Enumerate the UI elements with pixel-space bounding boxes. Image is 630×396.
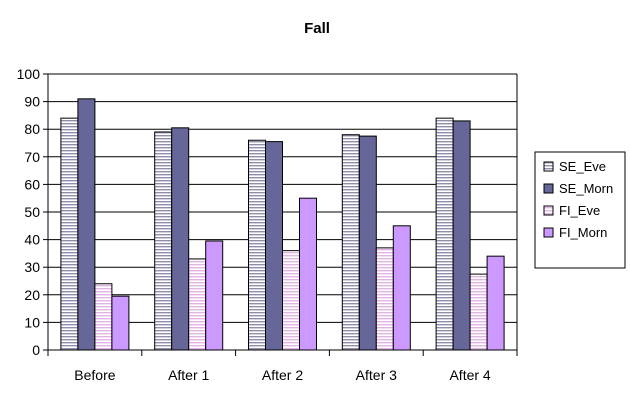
bar-se-morn-after-4 [452,120,471,351]
y-tick-label: 30 [24,259,40,275]
y-tick-label: 20 [24,287,40,303]
y-tick-label: 60 [24,176,40,192]
bar-fi-eve-after-3 [375,247,394,351]
chart-title: Fall [304,20,330,37]
bar-se-morn-after-3 [358,135,377,351]
bar-se-morn-after-1 [171,127,190,351]
legend-swatch-fi-eve [543,205,554,216]
y-tick-label: 70 [24,149,40,165]
x-tick-label-after-2: After 2 [262,367,303,383]
axes [43,73,518,356]
legend: SE_Eve SE_Morn FI_Eve FI_Morn [534,151,626,269]
legend-swatch-se-eve [543,161,554,172]
bars [60,98,505,351]
y-tick-label: 90 [24,94,40,110]
bar-fi-eve-before [94,283,113,351]
y-tick-labels: 0 10 20 30 40 50 60 70 80 90 100 [17,66,41,358]
legend-swatch-fi-morn [543,227,554,238]
bar-se-eve-after-2 [248,139,266,351]
legend-label-fi-eve: FI_Eve [559,203,600,218]
y-tick-label: 50 [24,204,40,220]
legend-label-se-eve: SE_Eve [559,159,606,174]
bar-fi-eve-after-4 [469,273,488,351]
bar-fi-eve-after-1 [188,258,207,351]
legend-label-fi-morn: FI_Morn [559,225,607,240]
bar-fi-morn-after-1 [205,240,224,351]
legend-label-se-morn: SE_Morn [559,181,613,196]
bar-fi-morn-after-2 [299,197,317,351]
x-tick-label-after-1: After 1 [168,367,209,383]
bar-se-morn-before [77,98,96,351]
x-tick-label-before: Before [74,367,115,383]
y-tick-label: 10 [24,314,40,330]
bar-se-eve-after-3 [341,134,360,351]
bar-fi-morn-after-3 [392,225,411,351]
bar-fi-morn-before [111,295,130,351]
y-tick-label: 100 [17,66,41,82]
bar-fi-morn-after-4 [486,255,505,351]
bar-se-morn-after-2 [265,141,283,351]
bar-se-eve-after-4 [435,117,454,351]
x-tick-label-after-3: After 3 [356,367,397,383]
y-tick-label: 80 [24,121,40,137]
bar-se-eve-after-1 [154,131,173,351]
y-tick-label: 40 [24,232,40,248]
bar-fi-eve-after-2 [282,250,300,351]
y-tick-label: 0 [32,342,40,358]
x-tick-labels: Before After 1 After 2 After 3 After 4 [74,367,491,383]
legend-swatch-se-morn [543,183,554,194]
x-tick-label-after-4: After 4 [449,367,490,383]
bar-se-eve-before [60,117,79,351]
